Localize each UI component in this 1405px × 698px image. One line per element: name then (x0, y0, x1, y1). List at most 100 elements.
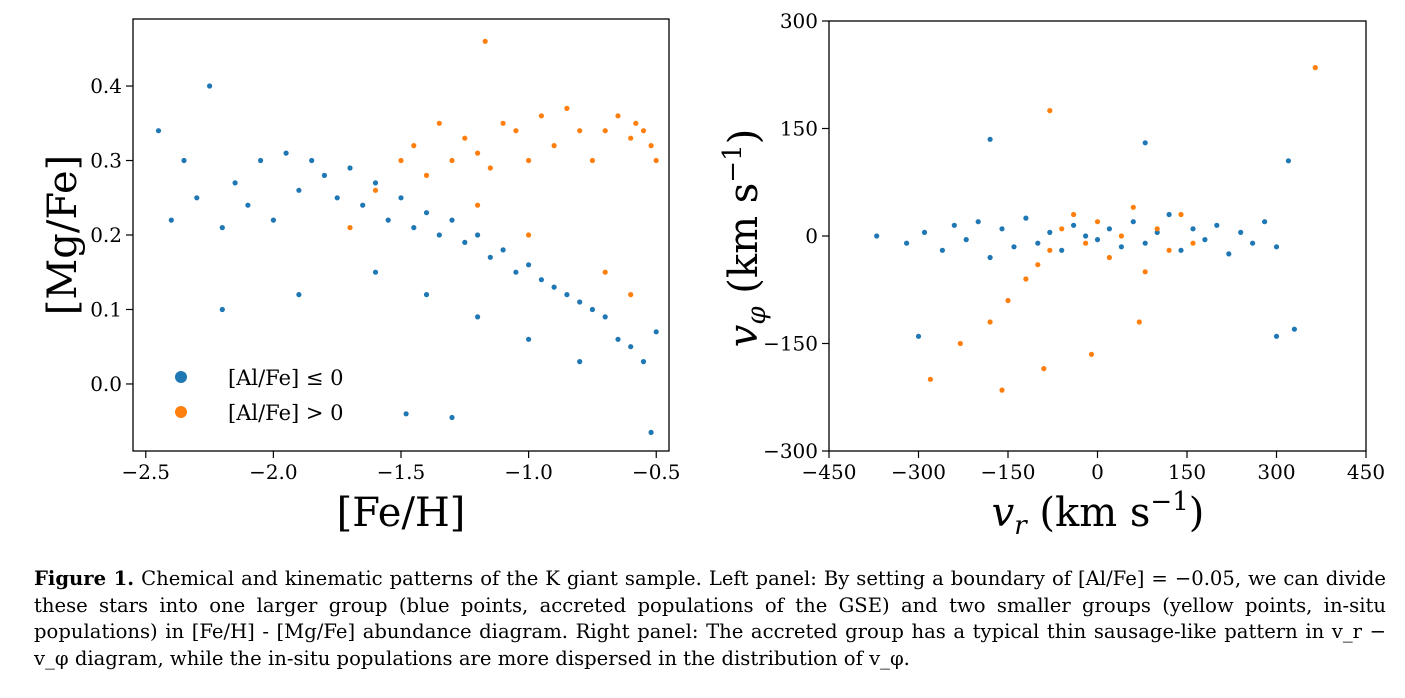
right-point-orange (1178, 211, 1184, 218)
left-point-blue (475, 232, 481, 238)
left-point-blue (526, 262, 532, 268)
left-point-blue (245, 202, 251, 208)
right-point-blue (975, 219, 981, 225)
left-point-blue (155, 128, 162, 134)
left-point-blue (538, 277, 545, 283)
right-scatter-points (874, 65, 1318, 393)
left-point-blue (648, 429, 654, 435)
right-point-blue (1202, 237, 1208, 243)
right-point-blue (999, 226, 1005, 232)
left-point-blue (475, 314, 481, 320)
left-point-orange (633, 120, 639, 126)
left-point-orange (551, 143, 557, 149)
left-point-orange (436, 120, 442, 126)
caption-text: Chemical and kinematic patterns of the K… (34, 567, 1386, 670)
right-x-tick-label: −150 (981, 460, 1036, 484)
left-point-blue (296, 187, 302, 193)
left-point-blue (181, 157, 187, 164)
right-y-tick-label: −150 (763, 332, 818, 356)
right-point-orange (1005, 297, 1011, 304)
left-point-blue (513, 269, 519, 275)
left-point-orange (628, 292, 634, 298)
right-point-blue (1059, 247, 1065, 253)
left-point-blue (321, 172, 327, 178)
right-point-blue (1291, 326, 1297, 332)
right-point-blue (1285, 158, 1291, 164)
right-point-blue (987, 254, 993, 261)
left-x-tick-label: −2.5 (121, 460, 170, 484)
right-point-orange (1047, 108, 1053, 114)
left-point-orange (347, 225, 353, 231)
right-point-orange (1312, 65, 1318, 71)
left-point-blue (219, 306, 225, 313)
left-axes-frame (132, 18, 670, 452)
right-axes-frame (828, 20, 1367, 452)
right-y-tick-label: 0 (805, 224, 818, 248)
left-point-orange (487, 165, 493, 171)
right-point-blue (921, 229, 928, 235)
right-point-orange (1154, 226, 1160, 232)
legend-label-orange: [Al/Fe] > 0 (228, 401, 344, 425)
left-point-orange (589, 157, 596, 164)
left-point-blue (372, 180, 379, 186)
right-x-tick-label: 450 (1347, 460, 1385, 484)
left-point-orange (475, 150, 481, 156)
left-point-blue (436, 232, 442, 238)
left-point-orange (398, 157, 404, 164)
left-point-blue (449, 414, 455, 421)
right-point-orange (1166, 247, 1172, 253)
right-point-blue (1083, 233, 1089, 239)
figure: −2.5 −2.0 −1.5 −1.0 −0.5 0.0 0.1 0.2 0.3 0.4 [Fe/… (40, 9, 1385, 541)
legend-marker-blue (175, 371, 187, 383)
left-point-orange (526, 232, 532, 238)
right-x-tick-label: 150 (1168, 460, 1206, 484)
left-point-blue (577, 299, 583, 305)
left-ticks: −2.5 −2.0 −1.5 −1.0 −0.5 0.0 0.1 0.2 0.3 0.4 (90, 74, 680, 484)
right-point-orange (987, 319, 993, 325)
left-scatter-points (155, 38, 659, 435)
left-point-blue (309, 157, 315, 164)
right-point-blue (1047, 229, 1053, 235)
right-point-orange (1059, 226, 1065, 232)
right-point-blue (1190, 226, 1196, 232)
right-point-orange (927, 376, 934, 382)
left-point-orange (564, 105, 570, 111)
right-y-tick-label: 300 (780, 9, 818, 33)
left-point-blue (168, 217, 174, 223)
right-point-blue (1118, 244, 1124, 250)
left-point-blue (334, 195, 340, 201)
right-point-blue (1035, 240, 1041, 246)
left-point-blue (628, 344, 634, 350)
left-point-blue (449, 217, 455, 223)
right-point-blue (1250, 240, 1256, 246)
left-x-axis-label: [Fe/H] (337, 490, 466, 536)
left-point-blue (602, 314, 608, 320)
right-point-blue (1166, 211, 1172, 218)
left-point-orange (372, 187, 379, 193)
left-point-blue (372, 269, 379, 275)
left-point-blue (219, 225, 225, 231)
left-y-tick-label: 0.4 (90, 74, 122, 98)
right-point-orange (1071, 211, 1077, 218)
left-point-blue (258, 157, 264, 164)
left-point-orange (628, 135, 634, 141)
left-point-blue (615, 336, 621, 342)
right-point-blue (1142, 240, 1148, 246)
right-y-axis-label: vφ (km s−1) (718, 129, 772, 348)
left-point-orange (602, 269, 608, 275)
left-point-blue (487, 254, 493, 260)
right-point-orange (1035, 262, 1041, 268)
right-point-blue (1273, 244, 1280, 250)
right-point-blue (1106, 226, 1112, 232)
right-point-orange (957, 340, 963, 347)
right-point-blue (874, 233, 880, 239)
legend-label-blue: [Al/Fe] ≤ 0 (228, 366, 344, 390)
right-x-axis-label: vr (km s−1) (992, 487, 1205, 541)
left-point-blue (283, 150, 289, 156)
left-point-blue (653, 329, 659, 335)
right-point-orange (1190, 240, 1196, 246)
left-point-blue (500, 247, 506, 253)
left-point-blue (526, 336, 532, 342)
right-point-blue (1178, 247, 1184, 253)
